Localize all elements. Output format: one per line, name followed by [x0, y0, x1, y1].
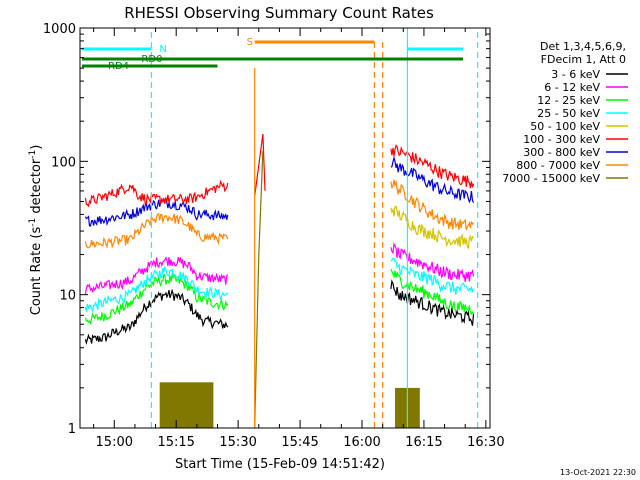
- timestamp: 13-Oct-2021 22:30: [560, 468, 636, 477]
- x-tick-label-1: 15:15: [157, 435, 194, 450]
- legend-label-0: 3 - 6 keV: [551, 68, 600, 81]
- legend-header-0: Det 1,3,4,5,6,9,: [540, 40, 626, 53]
- series-line-pre-4: [84, 212, 229, 249]
- series-line-pre-0: [84, 288, 229, 346]
- series-line-pre-5: [84, 197, 229, 227]
- rd4-label: RD4: [108, 61, 129, 72]
- legend-label-5: 100 - 300 keV: [523, 133, 600, 146]
- legend-label-2: 12 - 25 keV: [537, 94, 600, 107]
- legend: Det 1,3,4,5,6,9,FDecim 1, Att 0 3 - 6 keV…: [502, 40, 628, 185]
- y-tick-label-3: 1000: [43, 22, 76, 37]
- legend-label-7: 800 - 7000 keV: [516, 159, 600, 172]
- axes: 15:00 15:15 15:30 15:45 16:00 16:15 16:30 1 10 10…: [43, 22, 505, 450]
- series-line-post-3: [390, 205, 474, 250]
- series-line-post-4: [390, 242, 475, 282]
- plot-frame: [79, 27, 491, 429]
- series-line-post-7: [390, 279, 475, 326]
- legend-header-1: FDecim 1, Att 0: [541, 53, 626, 66]
- series-line-pre-3: [84, 256, 229, 295]
- legend-label-1: 6 - 12 keV: [544, 81, 600, 94]
- y-tick-label-0: 1: [68, 422, 76, 437]
- chart-title: RHESSI Observing Summary Count Rates: [124, 4, 434, 22]
- y-axis-label: Count Rate (s-1 detector-1): [28, 145, 44, 316]
- x-tick-label-4: 16:00: [343, 435, 380, 450]
- olive-rise: [254, 150, 264, 429]
- series-line-post-0: [390, 144, 475, 189]
- olive-block-0: [159, 382, 214, 428]
- x-tick-label-5: 16:15: [405, 435, 442, 450]
- x-tick-label-2: 15:30: [219, 435, 256, 450]
- night-label: N: [159, 44, 166, 55]
- y-tick-label-2: 100: [51, 155, 76, 170]
- x-tick-label-0: 15:00: [96, 435, 133, 450]
- series-line-pre-1: [84, 272, 229, 326]
- saa-label: S: [247, 37, 253, 48]
- series-line-post-1: [390, 155, 475, 204]
- x-tick-label-3: 15:45: [281, 435, 318, 450]
- series-line-pre-2: [84, 265, 229, 313]
- series-line-post-5: [390, 257, 475, 295]
- x-tick-label-6: 16:30: [467, 435, 504, 450]
- legend-label-6: 300 - 800 keV: [523, 146, 600, 159]
- rd0-label: RD0: [141, 54, 162, 65]
- y-tick-label-1: 10: [59, 289, 76, 304]
- series-line-post-6: [390, 268, 475, 317]
- series-line-pre-6: [84, 179, 229, 208]
- x-axis-label: Start Time (15-Feb-09 14:51:42): [175, 457, 385, 472]
- legend-label-8: 7000 - 15000 keV: [502, 172, 600, 185]
- legend-label-4: 50 - 100 keV: [530, 120, 600, 133]
- legend-label-3: 25 - 50 keV: [537, 107, 600, 120]
- series-line-post-2: [390, 179, 475, 231]
- spike-line: [254, 134, 266, 197]
